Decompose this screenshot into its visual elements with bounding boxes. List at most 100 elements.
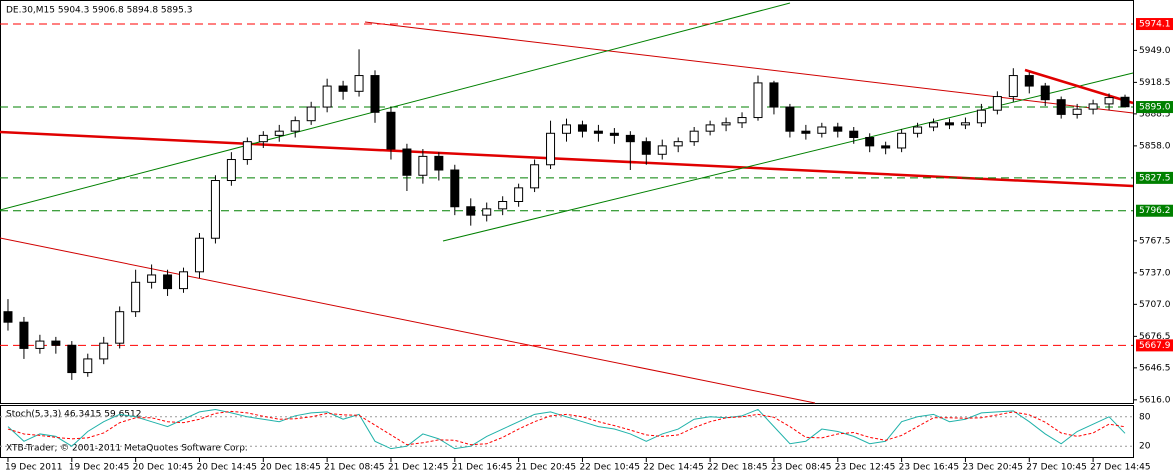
candle-body <box>625 134 635 143</box>
candle-body <box>418 155 428 176</box>
candle-body <box>562 124 571 134</box>
candle-body <box>913 126 923 134</box>
candle-body <box>673 141 683 147</box>
trend-lines <box>0 2 1134 404</box>
candle-body <box>115 311 125 344</box>
candle-body <box>849 130 859 138</box>
candle-body <box>929 122 939 128</box>
candle-body <box>466 206 476 216</box>
candle-body <box>753 82 763 119</box>
candle-body <box>147 274 157 283</box>
candle-body <box>194 237 204 273</box>
level-label: 5974.1 <box>1139 20 1171 30</box>
candle-body <box>1008 75 1018 98</box>
x-tick-label: 22 Dec 10:45 <box>579 463 640 473</box>
candle-body <box>721 122 731 126</box>
x-tick-label: 21 Dec 08:45 <box>324 463 385 473</box>
candle-body <box>450 169 460 208</box>
candle-body <box>1072 108 1082 115</box>
candle-body <box>482 208 492 216</box>
y-tick-label: 5949.0 <box>1139 46 1171 56</box>
candle-body <box>83 358 93 374</box>
candle-body <box>785 106 795 132</box>
candle-body <box>434 155 444 171</box>
candle-body <box>944 122 954 126</box>
candle-body <box>258 134 268 143</box>
x-tick-label: 21 Dec 20:45 <box>516 463 577 473</box>
trend-line <box>0 237 816 404</box>
candle-body <box>51 340 61 346</box>
candle-body <box>1088 103 1098 110</box>
candle-body <box>530 164 540 189</box>
x-tick-label: 21 Dec 12:45 <box>388 463 449 473</box>
candle-body <box>242 141 252 161</box>
candle-body <box>322 85 332 108</box>
trend-line <box>0 2 791 211</box>
x-tick-label: 23 Dec 20:45 <box>962 463 1023 473</box>
candle-body <box>881 145 891 149</box>
candle-body <box>705 124 715 132</box>
candle-body <box>817 126 827 134</box>
x-tick-label: 22 Dec 14:45 <box>643 463 704 473</box>
candle-body <box>386 111 396 150</box>
candle-body <box>689 130 699 143</box>
x-tick-label: 27 Dec 14:45 <box>1090 463 1151 473</box>
candle-body <box>498 201 508 210</box>
candle-body <box>1104 97 1114 105</box>
indicator-line <box>7 410 1126 446</box>
y-tick-label: 5767.5 <box>1139 236 1171 246</box>
y-tick-label: 5888.5 <box>1139 109 1171 119</box>
x-tick-label: 20 Dec 10:45 <box>133 463 194 473</box>
candle-body <box>577 124 587 132</box>
candle-body <box>131 281 141 313</box>
candle-body <box>960 122 970 126</box>
candle-body <box>514 187 524 202</box>
candle-body <box>99 342 109 360</box>
candle-body <box>179 271 189 290</box>
x-tick-label: 21 Dec 16:45 <box>452 463 513 473</box>
main-panel <box>0 0 1134 404</box>
level-label: 5667.9 <box>1139 341 1171 351</box>
x-tick-label: 27 Dec 10:45 <box>1026 463 1087 473</box>
indicator-tick-label: 20 <box>1139 442 1151 452</box>
candle-body <box>19 321 29 349</box>
candle-body <box>3 311 13 323</box>
x-tick-label: 19 Dec 2011 <box>5 463 63 473</box>
level-label: 5796.2 <box>1139 206 1171 216</box>
candle-body <box>801 130 811 134</box>
candle-body <box>402 148 412 176</box>
y-tick-label: 5646.5 <box>1139 363 1171 373</box>
candle-body <box>865 136 875 147</box>
level-label-bg <box>1136 18 1173 31</box>
candle-body <box>338 85 348 92</box>
x-tick-label: 23 Dec 16:45 <box>899 463 960 473</box>
y-tick-label: 5918.5 <box>1139 78 1171 88</box>
indicator-line <box>7 408 1126 450</box>
y-tick-label: 5858.0 <box>1139 141 1171 151</box>
candle-body <box>1056 99 1066 115</box>
candle-body <box>290 120 300 132</box>
indicator-title: Stoch(5,3,3) 46.3415 59.6512 <box>6 410 141 420</box>
candle-body <box>657 145 667 155</box>
candle-body <box>1040 85 1050 101</box>
candle-body <box>67 344 77 374</box>
x-tick-label: 23 Dec 12:45 <box>835 463 896 473</box>
trend-line <box>0 130 1134 188</box>
candle-body <box>737 117 747 124</box>
candle-body <box>1120 96 1130 108</box>
candle-body <box>163 274 173 290</box>
y-tick-label: 5707.0 <box>1139 300 1171 310</box>
candle-body <box>976 109 986 124</box>
trend-line <box>364 21 1134 114</box>
candle-body <box>306 106 316 122</box>
x-tick-label: 20 Dec 14:45 <box>196 463 257 473</box>
level-label-bg <box>1136 101 1173 114</box>
candle-body <box>226 159 236 182</box>
level-label: 5895.0 <box>1139 103 1171 113</box>
x-tick-label: 22 Dec 18:45 <box>707 463 768 473</box>
candle-body <box>370 75 380 113</box>
level-label-bg <box>1136 204 1173 217</box>
x-tick-label: 20 Dec 18:45 <box>260 463 321 473</box>
level-label-bg <box>1136 171 1173 184</box>
